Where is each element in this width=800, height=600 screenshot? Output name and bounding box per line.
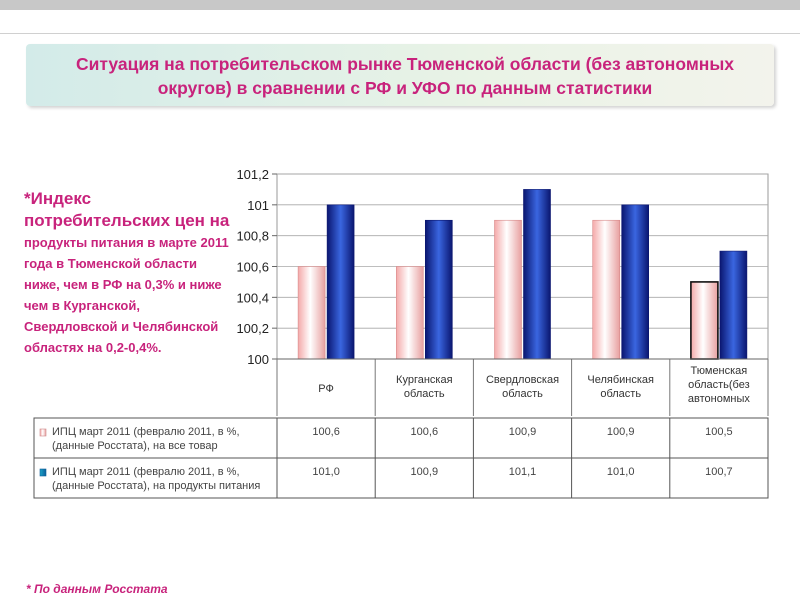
bar-food xyxy=(523,189,551,360)
data-label: 100,6 xyxy=(312,426,340,438)
y-tick-label: 100,6 xyxy=(236,260,269,275)
top-divider xyxy=(0,33,800,34)
y-tick-label: 100,4 xyxy=(236,290,269,305)
data-label: 100,5 xyxy=(705,426,733,438)
bar-all-goods xyxy=(494,219,522,360)
bar-all-goods xyxy=(592,219,621,360)
x-tick-label: Курганская область xyxy=(396,374,453,400)
x-tick-label: Свердловская область xyxy=(486,374,559,400)
legend-entry: ИПЦ март 2011 (февралю 2011, в %, (данные… xyxy=(52,426,240,452)
bar-food xyxy=(424,219,453,360)
data-label: 100,6 xyxy=(411,426,439,438)
data-label: 101,0 xyxy=(607,466,635,478)
bar-food xyxy=(719,250,748,360)
y-tick-label: 101 xyxy=(247,198,269,213)
bar-all-goods xyxy=(395,266,424,360)
legend-swatch xyxy=(39,428,47,437)
legend-entry: ИПЦ март 2011 (февралю 2011, в %, (данные… xyxy=(52,466,260,492)
bar-food xyxy=(326,204,355,360)
bar-all-goods xyxy=(297,266,326,360)
title-banner xyxy=(26,44,774,106)
legend-swatch xyxy=(39,468,47,477)
top-bar xyxy=(0,0,800,10)
y-tick-label: 100 xyxy=(247,352,269,367)
data-label: 100,7 xyxy=(705,466,733,478)
data-label: 101,0 xyxy=(312,466,340,478)
side-note-rest: продукты питания в марте 2011 года в Тюм… xyxy=(24,235,229,355)
side-note: *Индекс потребительских цен на продукты … xyxy=(24,188,234,358)
x-tick-label: Тюменская область(без автономных xyxy=(688,365,750,405)
footnote: * По данным Росстата xyxy=(26,582,168,596)
y-tick-label: 101,2 xyxy=(236,167,269,182)
y-tick-label: 100,8 xyxy=(236,229,269,244)
x-tick-label: Челябинская область xyxy=(587,374,654,400)
x-tick-label: РФ xyxy=(318,383,334,395)
data-label: 100,9 xyxy=(607,426,635,438)
y-tick-label: 100,2 xyxy=(236,321,269,336)
side-note-bold: *Индекс потребительских цен на xyxy=(24,189,230,230)
bar-all-goods xyxy=(690,281,719,360)
data-label: 100,9 xyxy=(509,426,537,438)
data-label: 101,1 xyxy=(509,466,537,478)
data-label: 100,9 xyxy=(411,466,439,478)
slide-title: Ситуация на потребительском рынке Тюменс… xyxy=(75,54,735,98)
bar-food xyxy=(621,204,650,360)
